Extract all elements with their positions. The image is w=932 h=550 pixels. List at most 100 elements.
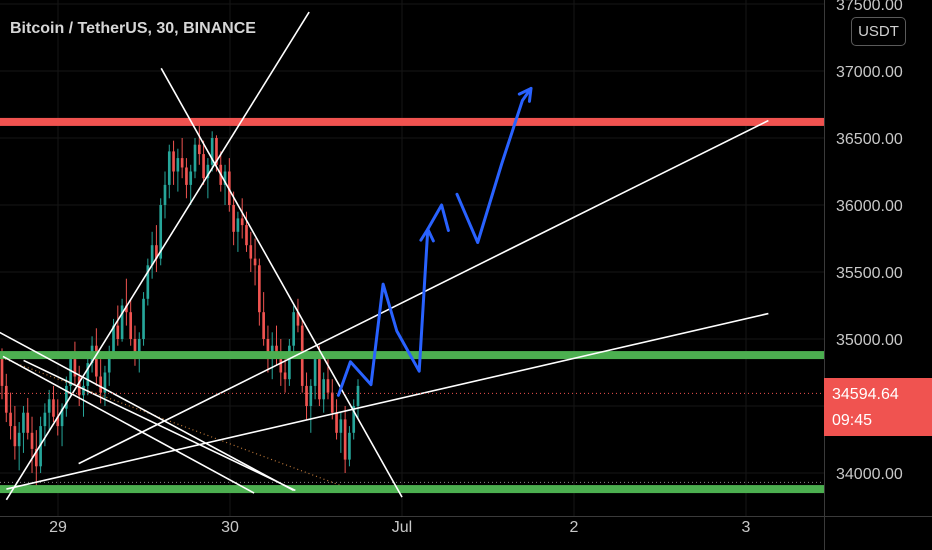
trendline [5,11,310,501]
candle-body [189,171,193,185]
candle-body [172,151,175,172]
candle-body [180,158,184,168]
candle-body [326,379,330,393]
candle-body [249,245,253,259]
candle-body [116,325,120,339]
candle-body [305,385,308,406]
trendline [2,355,255,494]
candle-body [9,412,12,427]
candle-body [197,144,201,155]
x-tick-label: 29 [49,519,67,536]
candle-body [322,379,326,400]
last-price-tag: 34594.64 09:45 [824,378,932,436]
candle-body [133,339,137,353]
candle-body [202,154,205,179]
candle-body [215,138,218,165]
y-tick-label: 37000.00 [836,64,903,81]
candle-body [296,312,300,326]
projection-arrowhead-end [517,86,533,103]
candle-body [339,419,343,433]
candle-body [22,412,25,433]
candle-body [232,205,235,232]
candle-body [56,416,60,427]
bar-countdown: 09:45 [832,412,873,429]
candle-body [125,305,128,313]
candle-body [356,385,360,406]
candle-body [60,408,64,427]
candle-body [176,158,180,172]
y-tick-label: 36000.00 [836,198,903,215]
candle-body [245,225,248,246]
candle-body [335,412,338,433]
y-tick-label: 34000.00 [836,466,903,483]
currency-unit-button[interactable]: USDT [851,17,906,46]
candle-body [318,359,321,400]
candle-body [26,412,30,433]
candle-body [77,376,81,396]
candle-body [262,312,265,339]
candle-body [17,432,21,447]
x-tick-label: 3 [742,519,751,536]
candle-body [343,419,347,460]
candle-body [275,345,278,353]
candle-body [167,151,171,185]
candle-body [13,426,17,447]
candle-body [4,385,8,413]
candle-body [206,164,210,179]
candle-body [185,167,188,185]
moving-average-line [0,356,358,493]
candle-body [99,376,102,393]
candle-body [69,359,72,386]
candle-body [95,345,98,377]
candle-body [266,339,270,360]
candle-body [146,265,150,299]
level-support-upper [0,351,824,360]
candle-body [43,412,47,427]
candle-body [210,138,214,165]
trendline [0,331,295,492]
y-tick-label: 35500.00 [836,265,903,282]
level-resistance [0,117,824,126]
candle-body [283,372,287,380]
candle-body [103,372,107,393]
candle-body [159,205,163,259]
y-tick-label: 37500.00 [836,0,903,14]
last-price-value: 34594.64 [832,386,899,403]
chart-title: Bitcoin / TetherUS, 30, BINANCE [10,20,256,37]
level-support-lower [0,485,824,494]
trendline [23,359,296,492]
y-tick-label: 35000.00 [836,332,903,349]
candle-body [30,432,34,449]
candle-body [292,312,295,346]
candle-body [112,325,115,353]
candle-body [120,305,124,339]
y-tick-label: 36500.00 [836,131,903,148]
candle-body [73,359,77,377]
candle-body [155,245,158,259]
candle-body [348,432,351,460]
candle-body [86,363,90,386]
candle-body [236,218,240,232]
x-tick-label: 2 [570,519,579,536]
candle-body [34,448,38,467]
candle-body [150,245,154,266]
x-tick-label: Jul [392,519,412,536]
candle-body [107,352,111,373]
candle-body [313,359,317,386]
candle-body [137,339,141,353]
candle-body [52,399,55,417]
projection-arrowhead-mid [419,227,435,243]
candle-body [258,265,261,313]
candle-body [82,385,85,396]
candle-body [309,385,313,406]
candle-body [223,171,227,185]
trendline [160,67,403,498]
candle-body [65,385,68,409]
candle-body [0,356,4,386]
projection-path [336,203,450,397]
candle-body [193,144,197,172]
candle-body [330,392,334,413]
candle-body [47,399,51,413]
